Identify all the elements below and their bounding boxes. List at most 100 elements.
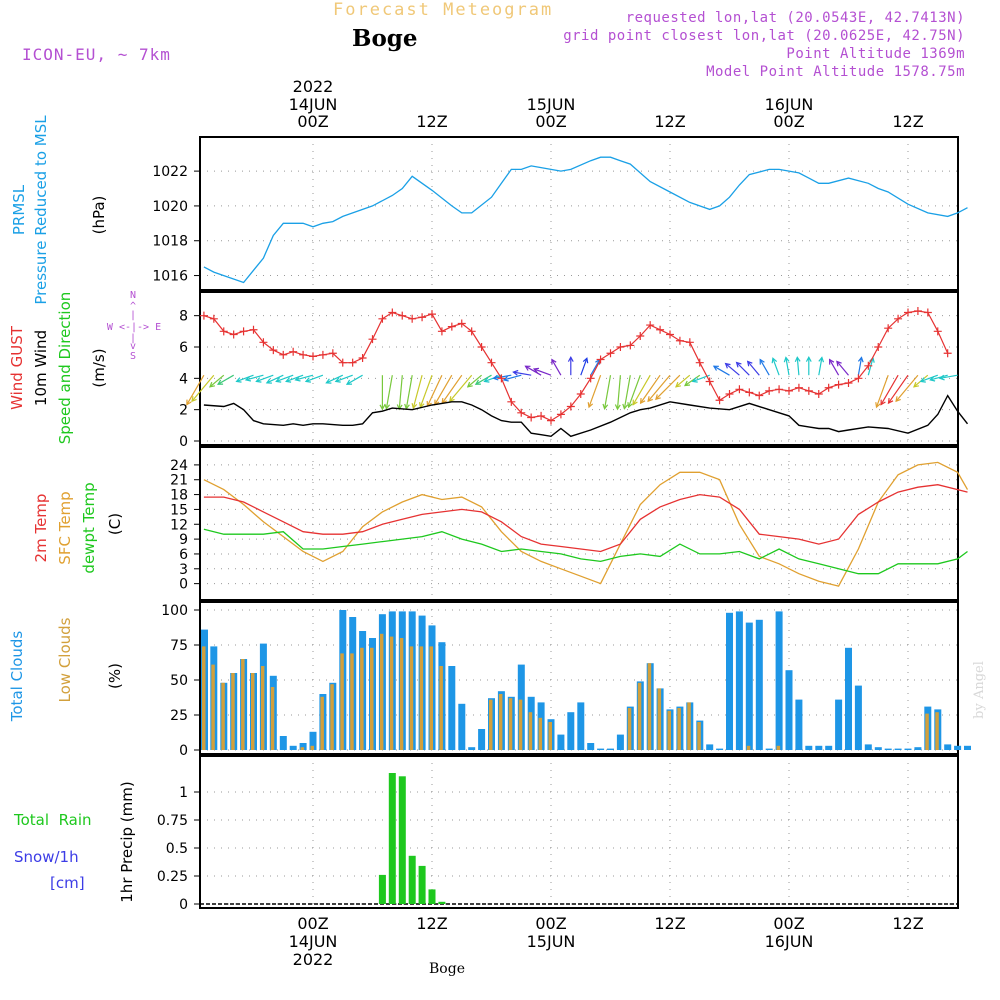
top-date-label: 15JUN <box>527 95 576 114</box>
precip-ytick-label: 0.75 <box>157 813 188 829</box>
wind-gust-marker <box>745 388 754 397</box>
wind-gust-marker <box>437 327 446 336</box>
temp-label-dewpt: dewpt Temp <box>80 482 98 573</box>
total-clouds-bar <box>854 685 862 750</box>
wind-direction-arrow <box>888 374 909 404</box>
wind-direction-arrowhead <box>334 377 341 383</box>
low-clouds-bar <box>221 682 225 750</box>
wind-label-gust: Wind GUST <box>8 325 26 410</box>
wind-direction-arrowhead <box>285 377 292 383</box>
temperature-ytick-label: 0 <box>179 577 188 593</box>
wind-direction-arrow <box>588 374 602 408</box>
wind-gust-marker <box>338 358 347 367</box>
total-clouds-bar <box>726 612 733 750</box>
wind-direction-arrow <box>191 374 215 402</box>
top-date-label: 14JUN <box>289 95 338 114</box>
low-clouds-bar <box>211 664 215 750</box>
wind-direction-arrow <box>736 362 750 376</box>
wind-direction-arrow <box>513 371 532 376</box>
wind-direction-arrowhead <box>655 394 661 401</box>
top-time-axis: 2022 14JUN 15JUN 16JUN 00Z 12Z 00Z 12Z 0… <box>289 77 924 131</box>
wind-direction-arrowhead <box>551 358 557 365</box>
wind-direction-arrow <box>880 374 899 405</box>
compass-up-arrow: ^ <box>130 301 136 312</box>
wind-direction-arrow <box>920 374 939 382</box>
wind-direction-arrowhead <box>186 399 192 406</box>
low-clouds-bar <box>637 682 642 750</box>
wind-direction-arrow <box>525 365 542 376</box>
wind-frame <box>199 291 959 446</box>
precip-ytick-label: 0.25 <box>157 869 188 885</box>
temperature-frame <box>199 446 959 601</box>
top-hour-label: 00Z <box>297 112 328 131</box>
total-clouds-bar <box>785 670 793 750</box>
total-clouds-bar <box>468 747 476 750</box>
wind-direction-arrowhead <box>379 404 386 411</box>
precip-frame <box>199 755 959 909</box>
wind-direction-arrow <box>675 374 691 388</box>
total-clouds-bar <box>795 699 803 750</box>
clouds-frame <box>199 601 959 755</box>
wind-direction-arrowhead <box>724 362 731 369</box>
total-clouds-bar <box>706 744 714 750</box>
compass-south: S <box>130 351 136 362</box>
wind-direction-arrowhead <box>632 399 638 406</box>
low-clouds-bar <box>300 747 305 750</box>
wind-ytick-label: 8 <box>179 309 188 325</box>
wind-gust-marker <box>785 386 793 395</box>
wind-direction-arrow <box>305 374 324 382</box>
wind-gust-marker <box>487 358 496 367</box>
wind-label-speed: Speed and Direction <box>56 292 74 445</box>
wind-direction-arrowhead <box>483 377 490 383</box>
wind-gust-marker <box>209 314 218 323</box>
model-name: ICON-EU, ~ 7km <box>22 45 171 64</box>
total-clouds-bar <box>577 702 585 750</box>
wind-gust-marker <box>259 338 268 347</box>
wind-gust-marker <box>497 374 506 383</box>
wind-direction-arrowhead <box>304 377 311 383</box>
wind-gust-marker <box>616 343 625 351</box>
wind-direction-arrow <box>829 359 840 376</box>
wind-gust-marker <box>765 386 774 395</box>
wind-gust-marker <box>735 385 744 394</box>
low-clouds-bar <box>538 717 543 750</box>
bottom-hour-label: 12Z <box>416 914 447 933</box>
wind-direction-arrowhead <box>919 377 926 383</box>
wind-gust-marker <box>299 350 308 359</box>
wind-gust-marker <box>844 379 853 388</box>
wind-direction-arrowhead <box>448 396 455 403</box>
wind-gust-marker <box>636 332 645 341</box>
temperature-ytick-label: 12 <box>170 517 188 533</box>
pressure-ytick-label: 1020 <box>152 199 188 215</box>
pressure-ytick-label: 1018 <box>152 234 188 250</box>
wind-gust-marker <box>725 390 734 398</box>
precip-label-snow: Snow/1h <box>14 848 79 866</box>
total-clouds-bar <box>874 747 882 750</box>
low-clouds-bar <box>360 647 364 750</box>
wind-gust-marker <box>348 358 357 367</box>
wind-direction-arrowhead <box>532 367 540 374</box>
wind-direction-arrowhead <box>735 361 742 368</box>
top-hour-label: 12Z <box>892 112 923 131</box>
wind-direction-arrow <box>895 374 919 402</box>
wind-direction-arrow <box>256 374 274 382</box>
pressure-side-labels: PRMSL Pressure Reduced to MSL (hPa) <box>10 115 108 305</box>
wind-direction-arrowhead <box>191 396 197 403</box>
total-clouds-bar <box>289 745 297 750</box>
temperature-ytick-label: 21 <box>170 473 188 489</box>
wind-ytick-label: 4 <box>179 371 188 387</box>
wind-direction-arrow <box>434 374 453 405</box>
footer-location: Boge <box>429 961 465 977</box>
wind-speed-line <box>203 394 969 438</box>
precip-ytick-label: 1 <box>179 785 188 801</box>
requested-coords: requested lon,lat (20.0543E, 42.7413N) <box>625 10 965 26</box>
wind-gust-marker <box>864 361 873 370</box>
pressure-frame <box>199 136 959 291</box>
temp-unit: (C) <box>106 513 124 535</box>
wind-direction-arrow <box>493 374 512 379</box>
wind-direction-arrowhead <box>325 378 332 384</box>
model-altitude: Model Point Altitude 1578.75m <box>706 64 965 80</box>
temp-label-sfc: SFC Temp <box>56 491 74 564</box>
precip-label-rain: Total Rain <box>13 811 92 829</box>
total-clouds-bar <box>815 745 823 750</box>
